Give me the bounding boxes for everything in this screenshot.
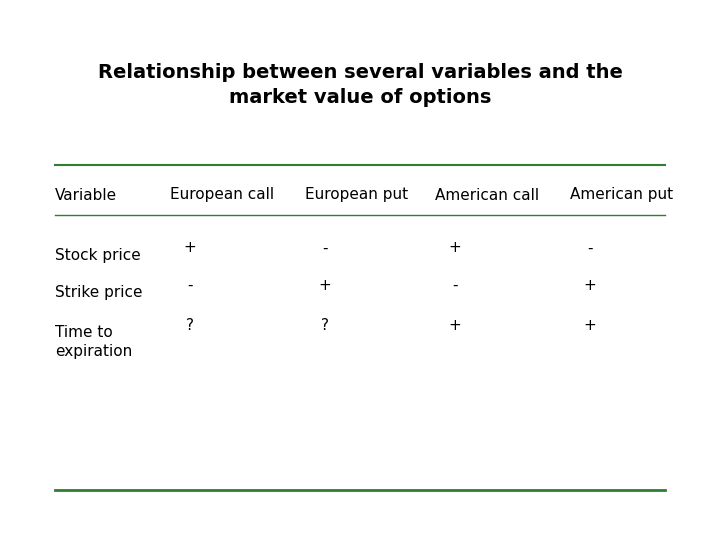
Text: +: +: [584, 278, 596, 293]
Text: American put: American put: [570, 187, 673, 202]
Text: Variable: Variable: [55, 187, 117, 202]
Text: -: -: [187, 278, 193, 293]
Text: +: +: [584, 318, 596, 333]
Text: Stock price: Stock price: [55, 248, 140, 263]
Text: +: +: [319, 278, 331, 293]
Text: European call: European call: [170, 187, 274, 202]
Text: Time to
expiration: Time to expiration: [55, 325, 132, 359]
Text: European put: European put: [305, 187, 408, 202]
Text: -: -: [588, 240, 593, 255]
Text: ?: ?: [321, 318, 329, 333]
Text: American call: American call: [435, 187, 539, 202]
Text: Strike price: Strike price: [55, 285, 143, 300]
Text: +: +: [449, 240, 462, 255]
Text: +: +: [449, 318, 462, 333]
Text: +: +: [184, 240, 197, 255]
Text: ?: ?: [186, 318, 194, 333]
Text: -: -: [452, 278, 458, 293]
Text: Relationship between several variables and the
market value of options: Relationship between several variables a…: [98, 63, 622, 107]
Text: -: -: [323, 240, 328, 255]
